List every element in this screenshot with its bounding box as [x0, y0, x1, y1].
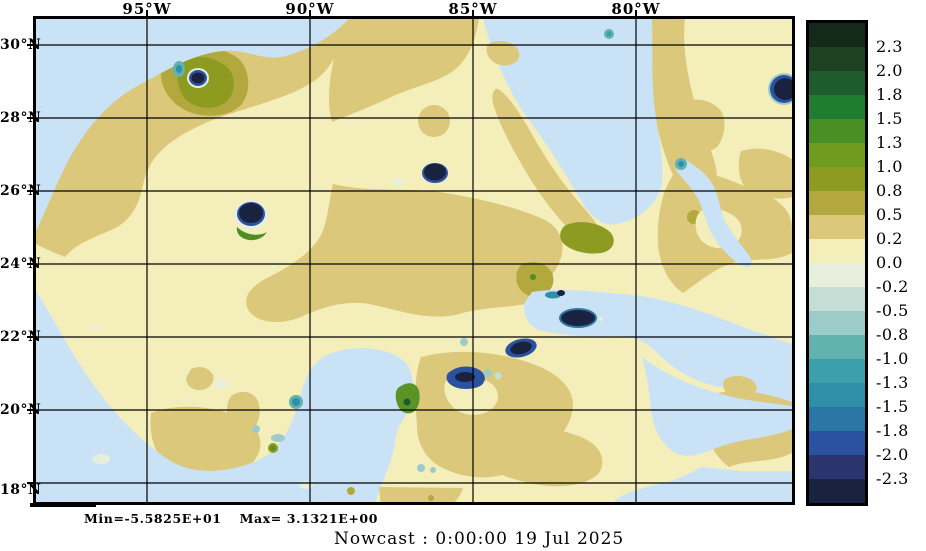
colorbar-tick-label: 0.0 [876, 253, 903, 273]
colorbar-segment [809, 239, 865, 263]
lat-axis-label: 18°N [0, 482, 42, 498]
colorbar-segment [809, 455, 865, 479]
colorbar-tick-label: 1.3 [876, 133, 903, 153]
field-tan-region [36, 19, 792, 487]
colorbar-segment [809, 95, 865, 119]
lat-tick [27, 409, 33, 411]
colorbar-tick-label: -2.3 [876, 469, 909, 489]
lat-tick [27, 117, 33, 119]
colorbar-tick-label: -0.5 [876, 301, 909, 321]
eddy [561, 310, 595, 326]
colorbar-segment [809, 407, 865, 431]
eddy [455, 372, 475, 382]
colorbar-segment [809, 311, 865, 335]
min-value-label: Min=-5.5825E+01 [84, 511, 222, 526]
lon-tick [146, 10, 148, 16]
colorbar-segment [809, 143, 865, 167]
lat-axis-label: 30°N [0, 37, 42, 53]
lon-tick [309, 10, 311, 16]
colorbar-segment [809, 167, 865, 191]
minmax-annotation: Min=-5.5825E+01 Max= 3.1321E+00 [84, 511, 396, 526]
colorbar-segment [809, 119, 865, 143]
grid-lines [36, 19, 792, 502]
lat-tick [27, 190, 33, 192]
colorbar-segment [809, 23, 865, 47]
eddy [191, 72, 205, 84]
colorbar-segment [809, 287, 865, 311]
colorbar-tick-label: -1.0 [876, 349, 909, 369]
plot-title: Nowcast : 0:00:00 19 Jul 2025 [334, 529, 625, 549]
colorbar-segment [809, 359, 865, 383]
lon-axis-label: 85°W [448, 0, 498, 18]
colorbar-segment [809, 431, 865, 455]
colorbar-segment [809, 335, 865, 359]
lat-tick [27, 336, 33, 338]
field-tan-island [379, 40, 757, 502]
colorbar-tick-label: 2.0 [876, 61, 903, 81]
colorbar-segment [809, 263, 865, 287]
lat-tick [27, 263, 33, 265]
lat-axis-label: 28°N [0, 110, 42, 126]
colorbar-segment [809, 71, 865, 95]
lat-tick [27, 44, 33, 46]
colorbar-segment [809, 215, 865, 239]
bottom-left-tick [30, 503, 96, 507]
colorbar-tick-label: -1.5 [876, 397, 909, 417]
lon-tick [635, 10, 637, 16]
colorbar-tick-label: 0.8 [876, 181, 903, 201]
max-value-label: Max= 3.1321E+00 [239, 511, 379, 526]
lon-axis-label: 90°W [285, 0, 335, 18]
lon-tick [472, 10, 474, 16]
colorbar-tick-label: -1.3 [876, 373, 909, 393]
colorbar-tick-label: -0.8 [876, 325, 909, 345]
map-frame [33, 16, 795, 505]
colorbar-tick-label: -1.8 [876, 421, 909, 441]
lon-axis-label: 95°W [122, 0, 172, 18]
colorbar-segment [809, 191, 865, 215]
map-plot [36, 19, 792, 502]
colorbar-tick-label: 0.5 [876, 205, 903, 225]
lat-tick [27, 482, 33, 484]
eddy-features [91, 29, 792, 501]
lat-axis-label: 22°N [0, 329, 42, 345]
eddy [774, 78, 792, 100]
colorbar-tick-label: 1.8 [876, 85, 903, 105]
colorbar-tick-label: 1.5 [876, 109, 903, 129]
colorbar [806, 20, 868, 506]
eddy [239, 203, 263, 223]
colorbar-tick-label: 0.2 [876, 229, 903, 249]
lat-axis-label: 20°N [0, 402, 42, 418]
colorbar-tick-label: -2.0 [876, 445, 909, 465]
lat-axis-label: 26°N [0, 183, 42, 199]
colorbar-tick-label: 2.3 [876, 37, 903, 57]
lon-axis-label: 80°W [611, 0, 661, 18]
colorbar-segment [809, 479, 865, 503]
colorbar-segment [809, 47, 865, 71]
lat-axis-label: 24°N [0, 256, 42, 272]
eddy [424, 163, 446, 181]
colorbar-tick-label: 1.0 [876, 157, 903, 177]
colorbar-tick-label: -0.2 [876, 277, 909, 297]
eddy [510, 341, 532, 355]
colorbar-segment [809, 383, 865, 407]
